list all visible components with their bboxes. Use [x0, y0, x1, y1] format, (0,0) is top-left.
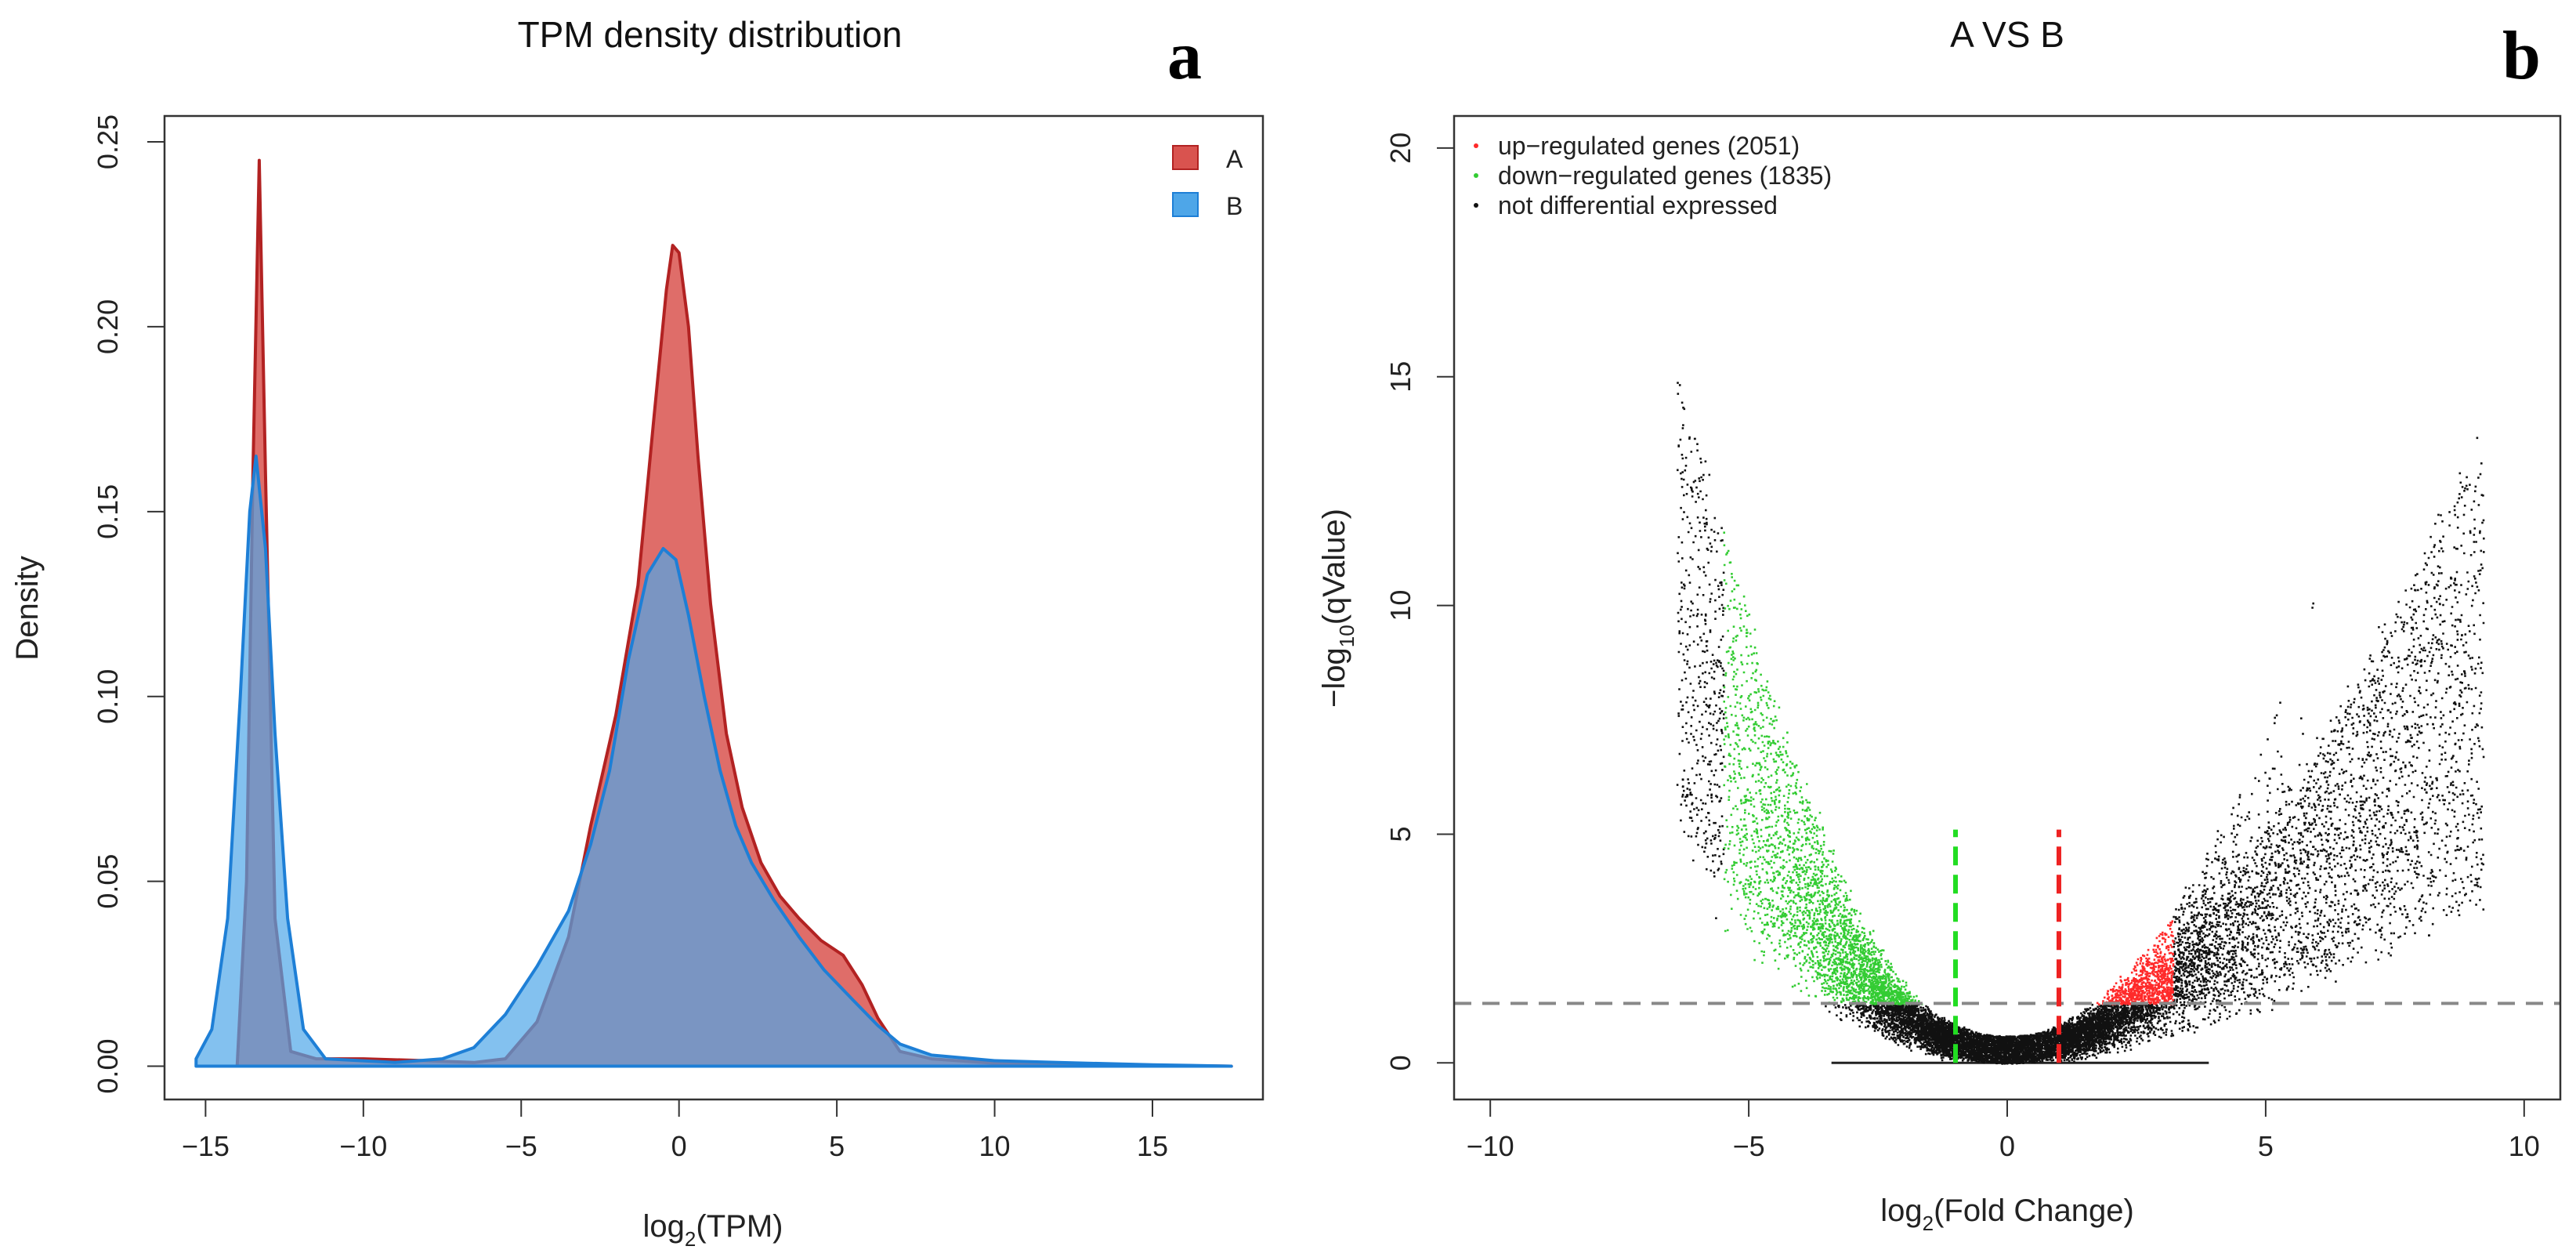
volcano-x-tick-label: −10 [1467, 1130, 1514, 1162]
density-x-tick-label: −5 [505, 1130, 537, 1162]
volcano-y-tick-label: 20 [1384, 132, 1416, 164]
volcano-x-axis-title: log2(Fold Change) [1880, 1194, 2134, 1235]
volcano-x-tick-label: 0 [1999, 1130, 2015, 1162]
volcano-x-tick-label: 5 [2258, 1130, 2274, 1162]
legend-marker-down [1474, 173, 1478, 178]
volcano-y-axis: 0 5 10 15 20 [1384, 132, 1454, 1070]
density-x-tick-label: 0 [671, 1130, 687, 1162]
density-area-b [194, 455, 1233, 1068]
density-panel: TPM density distribution a −15 −10 −5 0 5 10 1… [10, 14, 1264, 1251]
density-legend: A B [1172, 145, 1243, 220]
density-x-tick-label: 5 [829, 1130, 845, 1162]
volcano-y-tick-label: 10 [1384, 590, 1416, 621]
density-y-axis-title: Density [10, 556, 45, 660]
density-areas [194, 158, 1233, 1068]
panel-label-a: a [1167, 18, 1202, 94]
density-y-tick-label: 0.10 [92, 669, 124, 724]
volcano-threshold-lines [1454, 829, 2560, 1063]
density-y-tick-label: 0.20 [92, 299, 124, 354]
legend-label-up: up−regulated genes (2051) [1498, 132, 1800, 160]
volcano-y-tick-label: 15 [1384, 361, 1416, 393]
density-y-tick-label: 0.25 [92, 114, 124, 169]
legend-swatch-a [1172, 145, 1199, 170]
volcano-chart-title: A VS B [1950, 14, 2064, 55]
density-y-tick-label: 0.15 [92, 484, 124, 539]
density-x-tick-label: −15 [182, 1130, 230, 1162]
legend-label-down: down−regulated genes (1835) [1498, 161, 1832, 190]
legend-label-ns: not differential expressed [1498, 191, 1778, 219]
density-x-axis-title: log2(TPM) [643, 1209, 783, 1251]
legend-label-b: B [1226, 192, 1243, 220]
not-differential-points [1676, 382, 2485, 1065]
volcano-panel: A VS B b −10 −5 0 5 10 0 5 10 15 20 log2(Fold Ch… [1317, 14, 2562, 1235]
volcano-points [1676, 382, 2485, 1065]
density-x-tick-label: 15 [1137, 1130, 1168, 1162]
volcano-y-axis-title: −log10(qValue) [1317, 509, 1359, 708]
panel-label-b: b [2502, 18, 2541, 94]
density-y-tick-label: 0.00 [92, 1038, 124, 1093]
legend-marker-ns [1474, 203, 1478, 208]
volcano-x-tick-label: 10 [2509, 1130, 2540, 1162]
density-y-tick-label: 0.05 [92, 854, 124, 909]
volcano-x-tick-label: −5 [1733, 1130, 1765, 1162]
legend-marker-up [1474, 143, 1478, 148]
density-x-axis: −15 −10 −5 0 5 10 15 [182, 1099, 1168, 1162]
density-x-tick-label: 10 [979, 1130, 1011, 1162]
volcano-y-tick-label: 0 [1384, 1055, 1416, 1070]
volcano-y-tick-label: 5 [1384, 826, 1416, 842]
density-y-axis: 0.00 0.05 0.10 0.15 0.20 0.25 [92, 114, 165, 1094]
up-regulated-points [2096, 920, 2175, 1005]
density-chart-title: TPM density distribution [518, 14, 903, 55]
legend-swatch-b [1172, 192, 1199, 217]
volcano-plot-frame [1453, 114, 2562, 1101]
legend-label-a: A [1226, 145, 1243, 173]
density-x-tick-label: −10 [339, 1130, 387, 1162]
down-regulated-points [1723, 531, 1923, 1005]
volcano-legend: up−regulated genes (2051) down−regulated… [1474, 132, 1832, 219]
volcano-x-axis: −10 −5 0 5 10 [1467, 1099, 2540, 1162]
